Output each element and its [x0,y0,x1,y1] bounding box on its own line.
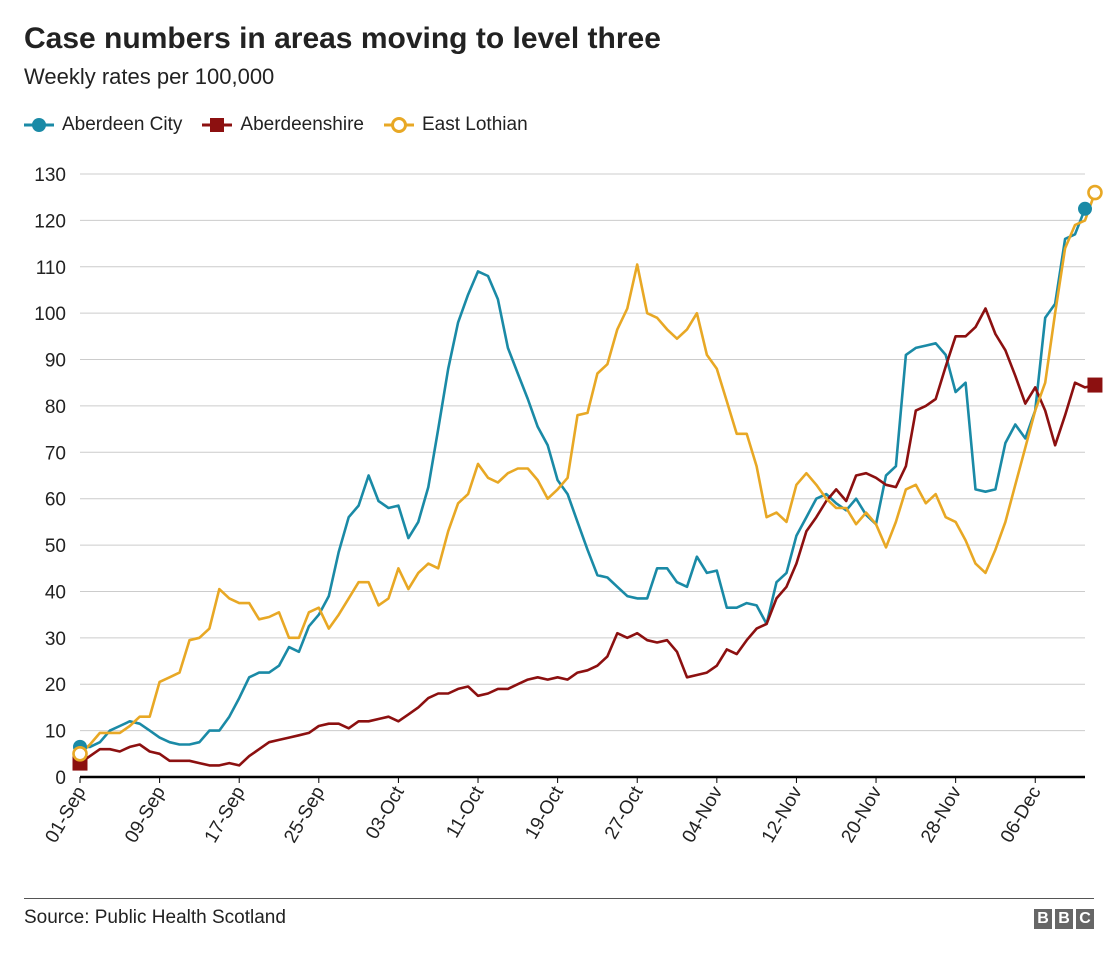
legend-item-aberdeenshire: Aberdeenshire [202,114,364,136]
endpoint-marker-aberdeenshire [1087,377,1103,393]
y-tick-label: 60 [45,490,66,511]
legend-circle-marker-icon [24,118,54,132]
x-tick-label: 20-Nov [838,783,887,847]
footer-divider [24,898,1094,899]
legend-item-aberdeen-city: Aberdeen City [24,114,182,136]
y-tick-label: 130 [34,165,66,186]
bbc-logo-letter: B [1034,909,1052,929]
endpoint-marker-east-lothian [72,746,88,762]
x-tick-label: 11-Oct [442,782,488,841]
y-tick-label: 20 [45,675,66,696]
endpoint-marker-aberdeen-city [1078,201,1092,216]
series-line-aberdeen-city [80,208,1087,749]
line-chart: 0 10 20 30 40 50 60 70 80 90 100 110 120 130 01-Sep 09-… [34,165,1103,847]
x-tick-label: 06-Dec [997,783,1046,847]
legend-label-east-lothian: East Lothian [422,114,528,135]
y-tick-label: 10 [45,722,66,743]
series-line-aberdeenshire [79,307,1096,767]
bbc-logo: B B C [1031,909,1094,929]
x-tick-label: 09-Sep [121,783,170,847]
legend-open-circle-marker-icon [384,117,414,133]
x-tick-label: 04-Nov [678,783,727,847]
legend-label-aberdeen-city: Aberdeen City [62,114,183,135]
series-line-east-lothian [79,192,1097,755]
y-tick-label: 30 [45,629,66,650]
x-tick-label: 17-Sep [201,783,250,847]
y-tick-label: 120 [34,211,66,232]
source-note: Source: Public Health Scotland [24,907,286,928]
x-tick-label: 25-Sep [280,783,329,847]
bbc-logo-letter: C [1076,909,1094,929]
x-tick-label: 28-Nov [917,783,966,847]
chart-subtitle: Weekly rates per 100,000 [24,64,275,89]
y-tick-label: 90 [45,351,66,372]
x-tick-label: 03-Oct [362,782,409,843]
chart-title: Case numbers in areas moving to level th… [24,22,661,55]
y-tick-label: 100 [34,304,66,325]
x-tick-label: 27-Oct [601,782,648,843]
y-tick-label: 0 [55,768,66,789]
y-tick-label: 70 [45,443,66,464]
y-tick-label: 110 [36,258,66,279]
y-tick-label: 80 [45,397,66,418]
x-tick-label: 19-Oct [521,782,568,843]
endpoint-marker-east-lothian [1087,184,1103,201]
x-tick-label: 01-Sep [42,783,91,847]
legend-square-marker-icon [202,118,233,132]
x-tick-label: 12-Nov [758,783,807,847]
y-tick-label: 40 [45,582,66,603]
legend-label-aberdeenshire: Aberdeenshire [240,114,364,135]
y-tick-label: 50 [45,536,66,557]
bbc-logo-letter: B [1055,909,1073,929]
legend-item-east-lothian: East Lothian [384,114,528,136]
chart-legend: Aberdeen City Aberdeenshire East Lothian [24,114,548,136]
